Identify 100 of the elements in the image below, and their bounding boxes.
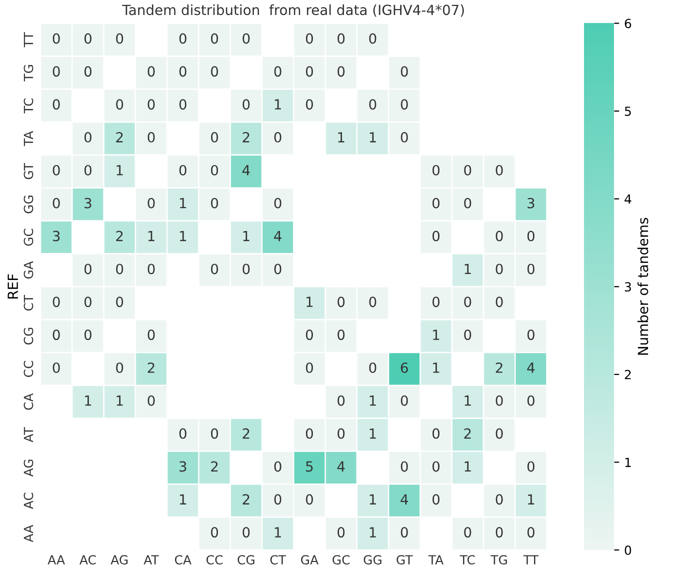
y-axis-title: REF bbox=[8, 274, 18, 298]
data-label: 2 bbox=[116, 230, 123, 242]
x-tick-label: GG bbox=[364, 555, 382, 565]
data-label: 4 bbox=[242, 165, 250, 176]
data-label: 1 bbox=[433, 330, 440, 340]
data-label: 0 bbox=[179, 66, 186, 77]
data-label: 0 bbox=[52, 99, 60, 110]
data-label: 1 bbox=[464, 461, 471, 472]
x-tick-label: CC bbox=[206, 555, 223, 565]
y-tick-label: TA bbox=[24, 130, 34, 146]
data-label: 1 bbox=[370, 527, 376, 538]
data-label: 3 bbox=[180, 461, 186, 472]
data-label: 0 bbox=[306, 330, 313, 340]
data-label: 0 bbox=[400, 395, 408, 406]
data-label: 0 bbox=[464, 527, 472, 538]
data-label: 0 bbox=[211, 527, 218, 538]
data-label: 0 bbox=[52, 362, 60, 373]
data-label: 0 bbox=[52, 33, 60, 44]
data-label: 0 bbox=[400, 99, 408, 110]
data-label: 0 bbox=[274, 66, 282, 77]
data-label: 0 bbox=[306, 33, 313, 44]
data-label: 0 bbox=[338, 527, 345, 538]
data-label: 0 bbox=[179, 33, 186, 44]
y-tick-label: AG bbox=[24, 460, 34, 477]
data-label: 4 bbox=[400, 494, 408, 504]
data-label: 0 bbox=[400, 461, 408, 472]
color-bar-label: 0 bbox=[624, 545, 632, 555]
data-label: 2 bbox=[464, 428, 471, 439]
data-label: 0 bbox=[306, 494, 313, 505]
data-label: 0 bbox=[242, 33, 250, 44]
data-label: 0 bbox=[179, 428, 186, 439]
data-label: 2 bbox=[148, 362, 154, 373]
data-label: 0 bbox=[84, 164, 92, 176]
data-label: 0 bbox=[527, 230, 534, 242]
data-label: 1 bbox=[464, 264, 471, 274]
data-label: 0 bbox=[211, 428, 218, 439]
data-label: 0 bbox=[527, 461, 534, 472]
y-tick-label: GG bbox=[24, 196, 34, 214]
data-label: 4 bbox=[274, 230, 282, 242]
data-label: 0 bbox=[84, 66, 92, 77]
data-label: 0 bbox=[400, 132, 408, 143]
data-label: 0 bbox=[274, 461, 282, 472]
data-label: 0 bbox=[84, 33, 92, 44]
color-bar-label: 3 bbox=[624, 282, 631, 292]
data-label: 1 bbox=[180, 198, 186, 208]
data-label: 0 bbox=[338, 330, 345, 340]
data-label: 0 bbox=[432, 230, 440, 242]
data-label: 0 bbox=[306, 66, 313, 77]
data-label: 0 bbox=[306, 362, 313, 373]
data-label: 0 bbox=[84, 264, 92, 274]
color-bar-title: Number of tandems bbox=[637, 218, 648, 355]
y-tick-label: TG bbox=[24, 65, 34, 82]
data-label: 0 bbox=[211, 264, 218, 274]
data-label: 0 bbox=[148, 66, 155, 77]
x-tick-label: AT bbox=[144, 555, 159, 564]
data-label: 0 bbox=[464, 330, 472, 340]
y-tick-label: AT bbox=[24, 427, 34, 442]
data-label: 3 bbox=[52, 230, 60, 242]
data-label: 0 bbox=[464, 296, 472, 308]
data-label: 0 bbox=[496, 164, 503, 176]
data-label: 1 bbox=[116, 165, 123, 176]
color-bar-label: 1 bbox=[625, 458, 631, 467]
data-label: 0 bbox=[527, 264, 534, 274]
data-label: 0 bbox=[211, 198, 218, 208]
data-label: 0 bbox=[496, 527, 503, 538]
data-label: 0 bbox=[369, 33, 376, 44]
y-tick-label: GA bbox=[24, 261, 34, 279]
data-label: 0 bbox=[148, 99, 155, 110]
data-label: 1 bbox=[243, 230, 250, 242]
data-label: 0 bbox=[52, 66, 60, 77]
data-label: 2 bbox=[242, 428, 250, 439]
data-label: 0 bbox=[527, 330, 534, 340]
data-label: 0 bbox=[148, 395, 155, 406]
data-label: 0 bbox=[496, 494, 503, 505]
data-label: 0 bbox=[306, 99, 313, 110]
data-label: 0 bbox=[496, 264, 503, 274]
data-label: 0 bbox=[496, 428, 503, 439]
data-label: 1 bbox=[370, 132, 376, 142]
data-label: 0 bbox=[432, 164, 440, 176]
data-label: 0 bbox=[496, 296, 503, 308]
data-label: 0 bbox=[306, 428, 313, 439]
data-label: 0 bbox=[432, 494, 440, 505]
data-label: 0 bbox=[242, 527, 250, 538]
data-label: 4 bbox=[337, 461, 345, 472]
data-label: 0 bbox=[52, 296, 60, 308]
data-label: 0 bbox=[148, 198, 155, 208]
y-tick-label: CC bbox=[24, 360, 34, 377]
data-label: 0 bbox=[242, 264, 250, 274]
data-label: 0 bbox=[116, 33, 124, 44]
color-bar-label: 4 bbox=[624, 194, 632, 204]
x-tick-label: GC bbox=[332, 555, 350, 565]
y-tick-label: AA bbox=[24, 524, 34, 542]
data-label: 0 bbox=[84, 296, 92, 308]
data-label: 0 bbox=[148, 132, 155, 143]
x-tick-label: CT bbox=[270, 555, 286, 565]
data-label: 4 bbox=[527, 362, 535, 373]
data-label: 0 bbox=[211, 33, 218, 44]
y-tick-label: AC bbox=[24, 492, 34, 510]
x-tick-label: TA bbox=[428, 555, 444, 564]
data-label: 0 bbox=[211, 132, 218, 143]
